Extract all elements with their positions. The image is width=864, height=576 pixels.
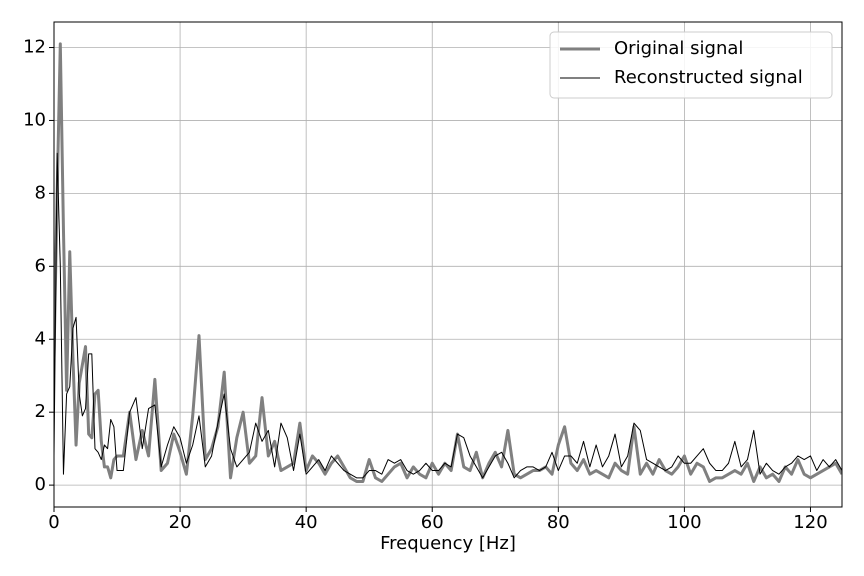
plot-area bbox=[54, 22, 842, 507]
y-tick-label: 6 bbox=[35, 255, 46, 276]
y-tick-label: 4 bbox=[35, 328, 46, 349]
y-tick-label: 10 bbox=[23, 109, 46, 130]
legend-label: Reconstructed signal bbox=[614, 67, 803, 88]
x-tick-label: 0 bbox=[48, 512, 59, 533]
y-tick-label: 2 bbox=[35, 401, 46, 422]
plot-frame bbox=[53, 21, 843, 508]
line-series bbox=[54, 42, 842, 483]
y-tick-label: 12 bbox=[23, 37, 46, 58]
x-tick-label: 40 bbox=[295, 512, 318, 533]
legend-box bbox=[549, 31, 833, 99]
x-axis-label: Frequency [Hz] bbox=[380, 533, 516, 554]
legend-label: Original signal bbox=[614, 38, 743, 59]
x-tick-label: 100 bbox=[667, 512, 701, 533]
x-tick-label: 20 bbox=[169, 512, 192, 533]
y-tick-label: 8 bbox=[35, 182, 46, 203]
x-tick-label: 120 bbox=[793, 512, 827, 533]
line-series bbox=[54, 152, 842, 479]
x-tick-label: 60 bbox=[421, 512, 444, 533]
y-tick-label: 0 bbox=[35, 474, 46, 495]
x-tick-label: 80 bbox=[547, 512, 570, 533]
